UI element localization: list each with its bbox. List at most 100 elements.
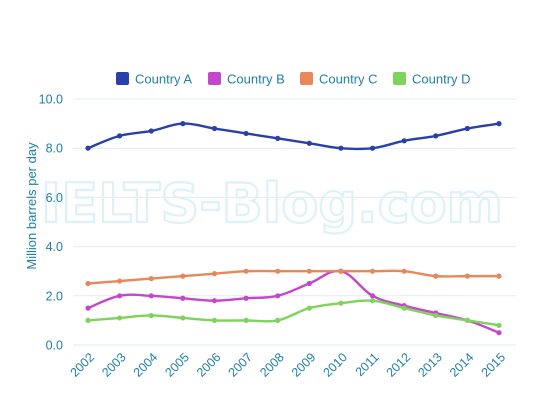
data-point[interactable]	[148, 312, 154, 319]
x-tick-label: 2013	[415, 350, 445, 380]
x-tick-label: 2009	[289, 350, 319, 380]
data-point[interactable]	[369, 145, 376, 151]
data-point[interactable]	[306, 305, 312, 311]
data-point[interactable]	[401, 268, 407, 274]
x-tick-label: 2004	[131, 350, 161, 380]
data-point[interactable]	[306, 140, 312, 146]
series-lines	[85, 121, 502, 336]
data-point[interactable]	[148, 275, 154, 282]
data-point[interactable]	[243, 295, 249, 301]
data-point[interactable]	[338, 145, 344, 151]
data-point[interactable]	[401, 305, 407, 311]
data-point[interactable]	[243, 130, 249, 137]
data-point[interactable]	[117, 278, 123, 284]
y-tick-label: 6.0	[46, 191, 63, 205]
data-point[interactable]	[275, 268, 281, 274]
data-point[interactable]	[85, 145, 91, 151]
series-country-c	[85, 268, 502, 287]
data-point[interactable]	[369, 298, 376, 304]
legend-item-country-a[interactable]: Country A	[116, 72, 192, 87]
legend-swatch	[116, 72, 129, 85]
data-point[interactable]	[464, 317, 470, 323]
data-point[interactable]	[180, 295, 186, 301]
data-point[interactable]	[496, 121, 502, 127]
data-point[interactable]	[496, 322, 502, 328]
data-point[interactable]	[180, 273, 186, 279]
data-point[interactable]	[275, 317, 281, 323]
data-point[interactable]	[401, 138, 407, 144]
x-tick-label: 2011	[353, 350, 382, 379]
data-point[interactable]	[85, 305, 91, 311]
series-line	[86, 122, 501, 151]
y-tick-label: 10.0	[39, 93, 63, 107]
legend-item-country-d[interactable]: Country D	[393, 72, 471, 87]
data-point[interactable]	[148, 293, 154, 299]
data-point[interactable]	[117, 293, 123, 299]
data-point[interactable]	[338, 268, 344, 274]
x-tick-label: 2007	[226, 350, 256, 380]
x-tick-label: 2008	[257, 350, 287, 380]
x-tick-label: 2010	[320, 350, 350, 380]
data-point[interactable]	[117, 133, 123, 139]
data-point[interactable]	[433, 133, 439, 139]
legend-label: Country B	[227, 72, 285, 87]
data-point[interactable]	[211, 298, 218, 304]
watermark: IELTS-Blog.com	[40, 171, 504, 236]
data-point[interactable]	[369, 268, 376, 274]
x-axis-ticks: 2002 2003 2004 2005 2006 2007 2008 2009 2010 2011…	[68, 350, 509, 380]
legend[interactable]: Country A Country B Country C Country D	[116, 72, 471, 87]
y-tick-label: 8.0	[46, 142, 63, 156]
data-point[interactable]	[211, 125, 218, 132]
legend-swatch	[208, 72, 221, 85]
y-tick-label: 4.0	[46, 240, 63, 254]
x-tick-label: 2002	[68, 350, 98, 380]
x-tick-label: 2012	[384, 350, 414, 380]
data-point[interactable]	[148, 128, 154, 134]
x-tick-label: 2003	[99, 350, 129, 380]
data-point[interactable]	[85, 317, 91, 323]
data-point[interactable]	[275, 135, 281, 141]
data-point[interactable]	[369, 293, 376, 299]
data-point[interactable]	[496, 330, 502, 336]
x-tick-label: 2006	[194, 350, 224, 380]
data-point[interactable]	[464, 125, 470, 132]
y-axis-ticks: 0.0 2.0 4.0 6.0 8.0 10.0	[39, 93, 63, 353]
data-point[interactable]	[243, 317, 249, 323]
data-point[interactable]	[464, 273, 470, 279]
series-country-d	[85, 298, 502, 328]
data-point[interactable]	[180, 315, 186, 321]
data-point[interactable]	[211, 317, 218, 323]
data-point[interactable]	[306, 268, 312, 274]
legend-item-country-c[interactable]: Country C	[300, 72, 378, 87]
data-point[interactable]	[496, 273, 502, 279]
data-point[interactable]	[433, 273, 439, 279]
legend-label: Country D	[412, 72, 471, 87]
data-point[interactable]	[338, 300, 344, 306]
data-point[interactable]	[211, 271, 218, 277]
y-axis-title-group: Million barrels per day	[24, 142, 39, 270]
data-point[interactable]	[275, 293, 281, 299]
legend-item-country-b[interactable]: Country B	[208, 72, 285, 87]
watermark-text: IELTS-Blog.com	[41, 172, 503, 235]
data-point[interactable]	[243, 268, 249, 274]
series-line	[86, 269, 501, 334]
series-line	[86, 269, 501, 285]
y-tick-label: 0.0	[46, 339, 63, 353]
series-country-a	[85, 121, 502, 151]
data-point[interactable]	[433, 312, 439, 319]
data-point[interactable]	[180, 121, 186, 127]
legend-swatch	[393, 72, 406, 85]
x-tick-label: 2005	[162, 350, 192, 380]
data-point[interactable]	[85, 280, 91, 287]
y-tick-label: 2.0	[46, 289, 63, 303]
legend-swatch	[300, 72, 313, 85]
y-axis-title: Million barrels per day	[24, 142, 39, 270]
data-point[interactable]	[306, 280, 312, 287]
series-line	[86, 299, 501, 327]
x-tick-label: 2015	[479, 350, 509, 380]
data-point[interactable]	[117, 315, 123, 321]
x-tick-label: 2014	[447, 350, 477, 380]
legend-label: Country C	[319, 72, 378, 87]
legend-label: Country A	[135, 72, 192, 87]
